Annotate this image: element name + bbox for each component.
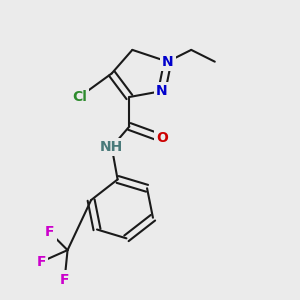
Text: N: N [162, 55, 173, 69]
Text: F: F [36, 255, 46, 269]
Text: F: F [60, 273, 69, 286]
Text: N: N [156, 84, 168, 98]
Text: F: F [45, 225, 55, 239]
Text: NH: NH [100, 140, 123, 154]
Text: Cl: Cl [72, 90, 87, 104]
Text: O: O [156, 131, 168, 145]
